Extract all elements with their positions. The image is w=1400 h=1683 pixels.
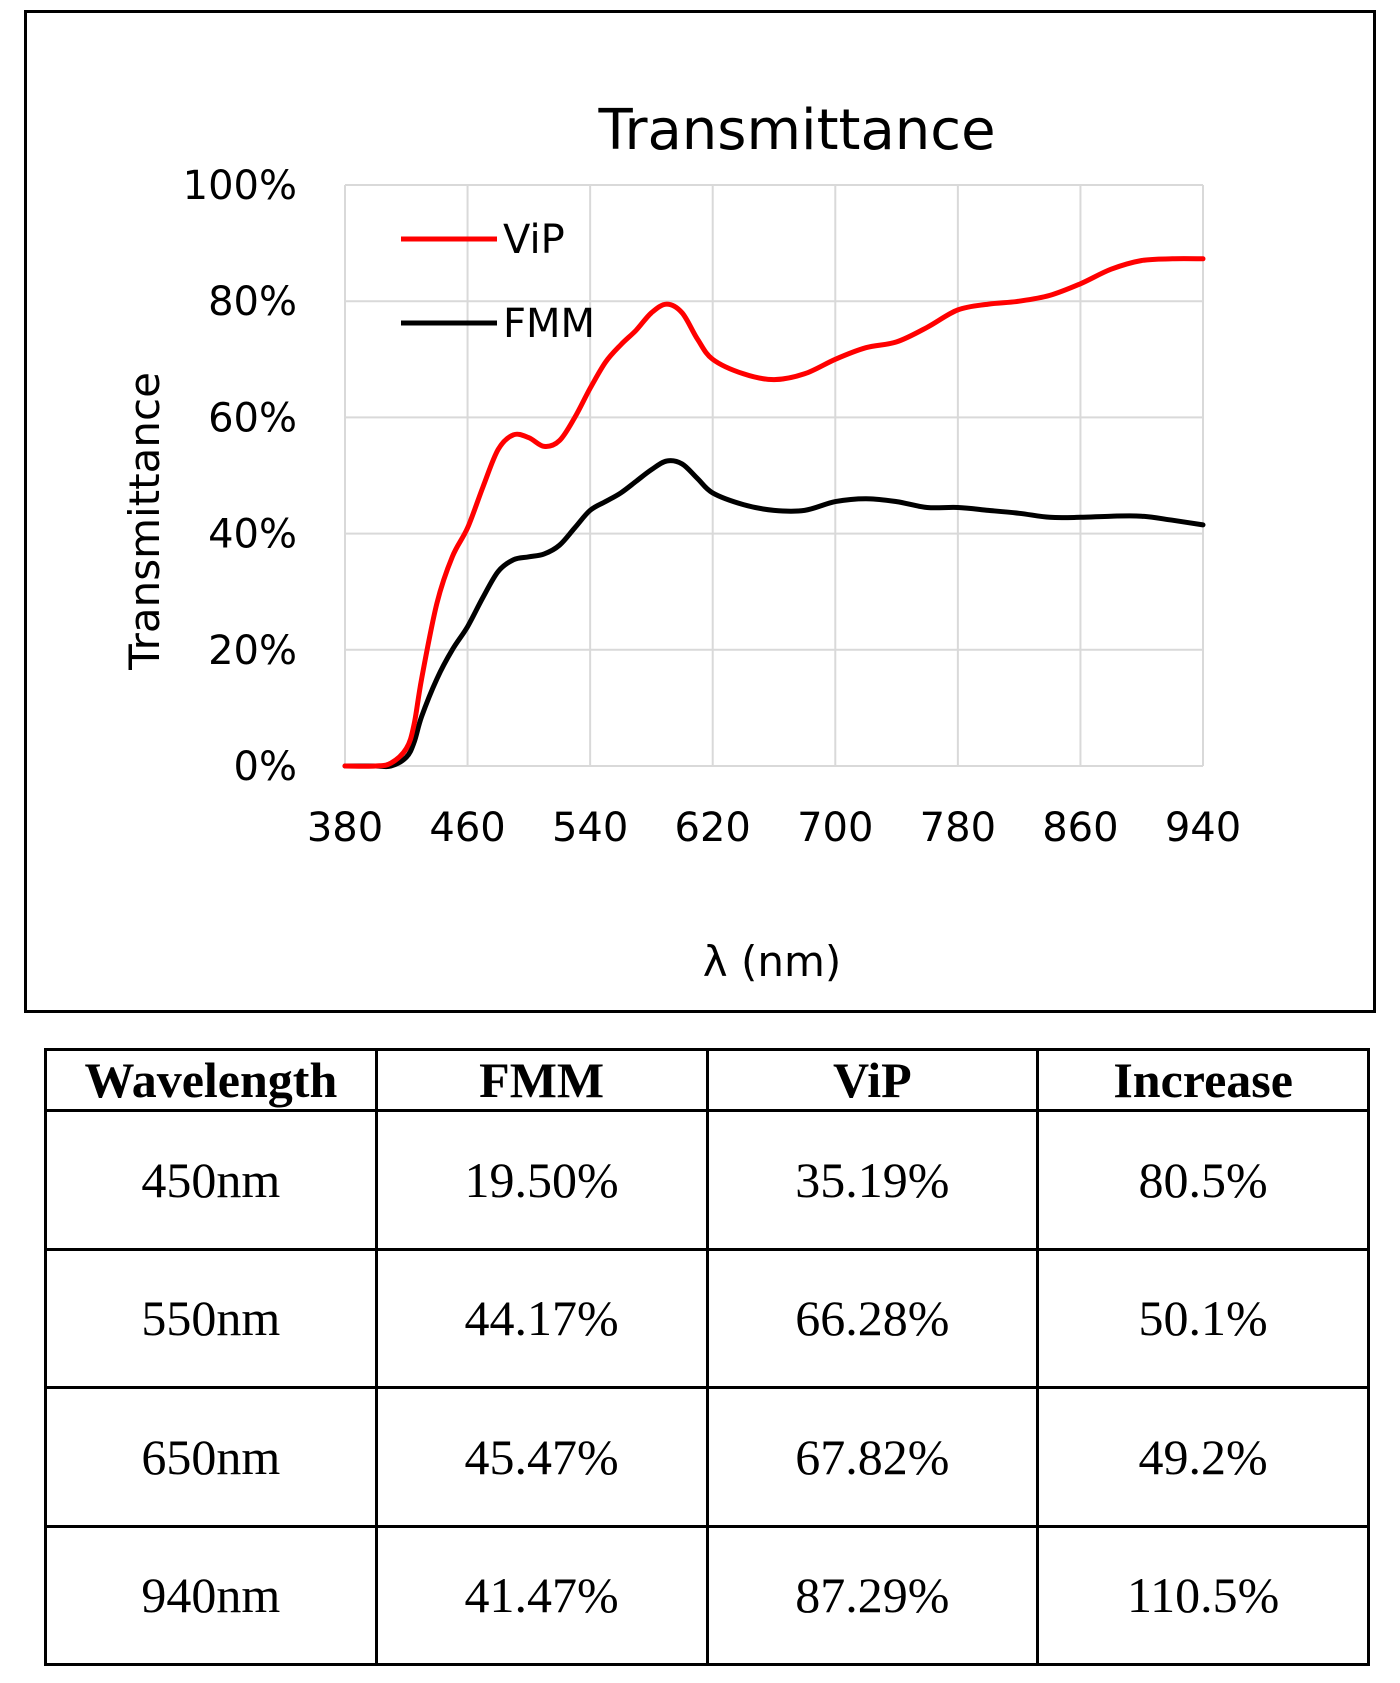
x-tick-label: 940 [1165,805,1241,851]
x-tick-label: 620 [675,805,751,851]
table-row: 940nm 41.47% 87.29% 110.5% [44,1524,1370,1666]
table-row: 450nm 19.50% 35.19% 80.5% [44,1109,1370,1251]
y-tick-label: 80% [208,279,297,325]
legend-label-vip: ViP [503,217,565,263]
cell-fmm: 45.47% [374,1386,709,1528]
x-tick-label: 780 [920,805,996,851]
cell-wavelength: 450nm [44,1109,378,1251]
header-wavelength: Wavelength [44,1048,378,1112]
header-fmm: FMM [374,1048,709,1112]
y-tick-label: 0% [234,744,297,790]
grid [344,184,1204,767]
cell-fmm: 19.50% [374,1109,709,1251]
cell-wavelength: 650nm [44,1386,378,1528]
chart-title: Transmittance [597,98,995,163]
cell-vip: 35.19% [705,1109,1040,1251]
header-vip: ViP [705,1048,1040,1112]
cell-increase: 110.5% [1036,1524,1370,1666]
x-tick-label: 540 [552,805,628,851]
cell-vip: 66.28% [705,1247,1040,1389]
cell-fmm: 44.17% [374,1247,709,1389]
cell-vip: 67.82% [705,1386,1040,1528]
chart-panel: Transmittance 0% 20% 40% 60% 80% 100% 380 460 5… [24,10,1376,1013]
series-lines [342,256,1206,770]
table-row: 550nm 44.17% 66.28% 50.1% [44,1247,1370,1389]
header-increase: Increase [1036,1048,1370,1112]
x-axis-title: λ (nm) [703,937,842,986]
x-tick-label: 380 [307,805,383,851]
series-line-vip [342,256,1206,769]
y-tick-label: 40% [208,512,297,558]
cell-wavelength: 550nm [44,1247,378,1389]
x-tick-label: 700 [797,805,873,851]
table-header-row: Wavelength FMM ViP Increase [44,1048,1370,1112]
cell-wavelength: 940nm [44,1524,378,1666]
cell-fmm: 41.47% [374,1524,709,1666]
x-tick-label: 860 [1042,805,1118,851]
y-axis-ticks: 0% 20% 40% 60% 80% 100% [183,163,297,790]
x-axis-ticks: 380 460 540 620 700 780 860 940 [307,805,1241,851]
y-tick-label: 60% [208,395,297,441]
y-tick-label: 100% [183,163,297,209]
y-tick-label: 20% [208,628,297,674]
transmittance-chart: Transmittance 0% 20% 40% 60% 80% 100% 380 460 5… [120,98,1241,986]
cell-increase: 49.2% [1036,1386,1370,1528]
cell-increase: 50.1% [1036,1247,1370,1389]
legend: ViP FMM [401,217,595,347]
y-axis-title: Transmittance [120,372,169,671]
cell-increase: 80.5% [1036,1109,1370,1251]
x-tick-label: 460 [429,805,505,851]
legend-label-fmm: FMM [503,301,595,347]
series-line-fmm [342,458,1206,770]
table-row: 650nm 45.47% 67.82% 49.2% [44,1386,1370,1528]
cell-vip: 87.29% [705,1524,1040,1666]
transmittance-table: Wavelength FMM ViP Increase 450nm 19.50%… [44,1048,1370,1666]
